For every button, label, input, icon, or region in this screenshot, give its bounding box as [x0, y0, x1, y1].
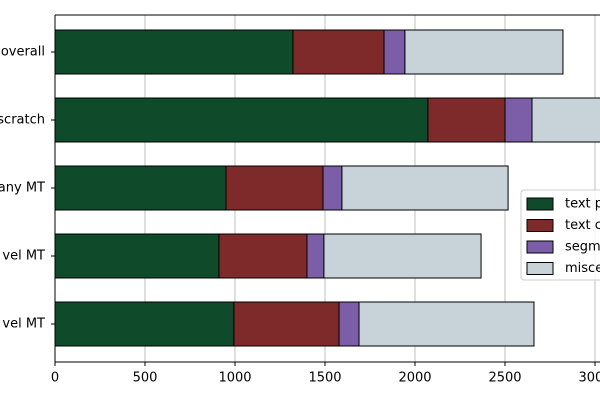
x-tick-label: 500: [133, 371, 158, 386]
y-tick-label: overall: [1, 45, 45, 60]
legend: text p text c segm misce: [520, 189, 600, 281]
legend-label: segm: [565, 240, 600, 255]
bar-segment: [225, 165, 324, 211]
x-tick-label: 3000: [578, 371, 600, 386]
bar-segment: [54, 165, 227, 211]
bar-segment: [233, 301, 340, 347]
bar-segment: [54, 29, 294, 75]
bar-segment: [427, 97, 506, 143]
bar-segment: [306, 233, 325, 279]
y-tick-label: vel MT: [2, 249, 45, 264]
y-tick-label: vel MT: [2, 317, 45, 332]
x-tick-label: 1500: [308, 371, 341, 386]
bar-segment: [292, 29, 385, 75]
bar-segment: [531, 97, 600, 143]
legend-swatch: [526, 262, 554, 275]
bar-segment: [404, 29, 564, 75]
bar-segment: [323, 233, 482, 279]
bar-segment: [358, 301, 535, 347]
x-tick-label: 0: [51, 371, 59, 386]
legend-swatch: [526, 219, 554, 232]
x-tick-label: 2000: [398, 371, 431, 386]
bar-segment: [338, 301, 360, 347]
legend-swatch: [526, 197, 554, 211]
bar-segment: [54, 233, 220, 279]
bar-segment: [504, 97, 533, 143]
legend-swatch: [526, 240, 554, 254]
legend-label: text p: [565, 197, 600, 212]
bar-segment: [54, 97, 429, 143]
y-tick-label: any MT: [0, 181, 45, 196]
bar-segment: [383, 29, 406, 75]
bars: [54, 29, 600, 347]
x-tick-label: 1000: [218, 371, 251, 386]
bar-segment: [322, 165, 343, 211]
labels: 0 500 1000 1500 2000 2500 3000 overall scratch an…: [0, 45, 600, 386]
bar-segment: [54, 301, 235, 347]
legend-label: misce: [565, 261, 600, 276]
legend-box: [520, 189, 600, 281]
bar-segment: [341, 165, 509, 211]
y-tick-label: scratch: [0, 113, 45, 128]
bar-segment: [218, 233, 308, 279]
legend-label: text c: [565, 218, 600, 233]
x-tick-label: 2500: [488, 371, 521, 386]
